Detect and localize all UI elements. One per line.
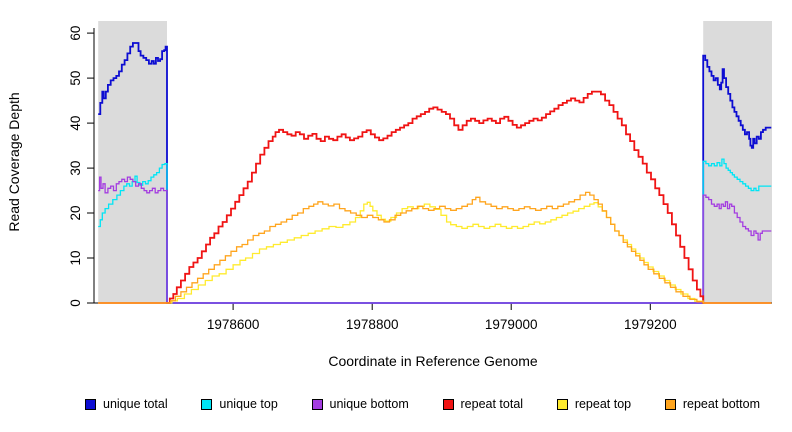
x-axis-title: Coordinate in Reference Genome (328, 353, 538, 369)
legend-swatch-repeat-bottom (664, 398, 676, 410)
x-tick-label: 1978800 (346, 317, 399, 332)
legend: unique total unique top unique bottom repea… (85, 397, 760, 411)
legend-label-unique-total: unique total (103, 397, 168, 411)
legend-label-repeat-total: repeat total (460, 397, 524, 411)
y-tick-group: 0 10 20 30 40 50 60 (68, 26, 94, 307)
legend-item-repeat-total: repeat total (442, 397, 524, 411)
legend-swatch-unique-top (201, 398, 213, 410)
legend-label-repeat-bottom: repeat bottom (682, 397, 760, 411)
y-tick-label: 30 (68, 161, 83, 176)
legend-label-unique-bottom: unique bottom (329, 397, 409, 411)
x-tick-group: 1978600 1978800 1979000 1979200 (207, 303, 677, 332)
legend-label-repeat-top: repeat top (574, 397, 632, 411)
y-tick-label: 60 (68, 26, 83, 41)
series-line-repeat-total (98, 90, 772, 304)
y-tick-label: 20 (68, 205, 83, 220)
shaded-region-left (98, 21, 167, 303)
legend-item-repeat-top: repeat top (556, 397, 632, 411)
y-tick-label: 10 (68, 250, 83, 265)
x-tick-label: 1979200 (624, 317, 677, 332)
x-tick-label: 1978600 (207, 317, 260, 332)
legend-swatch-repeat-total (442, 398, 454, 410)
series-line-unique-bottom (98, 176, 772, 304)
legend-swatch-unique-bottom (311, 398, 323, 410)
y-tick-label: 50 (68, 71, 83, 86)
legend-item-unique-total: unique total (85, 397, 168, 411)
y-tick-label: 40 (68, 116, 83, 131)
shaded-regions (98, 21, 772, 303)
series-line-repeat-bottom (98, 191, 772, 304)
y-axis-title: Read Coverage Depth (6, 92, 22, 231)
shaded-region-right (703, 21, 772, 303)
legend-swatch-repeat-top (556, 398, 568, 410)
legend-item-unique-top: unique top (201, 397, 278, 411)
chart-svg: 0 10 20 30 40 50 60 1978600 1978800 1979000 19792… (6, 21, 772, 369)
legend-swatch-unique-total (85, 398, 96, 410)
series-line-unique-total (98, 42, 772, 304)
legend-item-repeat-bottom: repeat bottom (664, 397, 760, 411)
series-lines (98, 42, 772, 304)
legend-label-unique-top: unique top (219, 397, 278, 411)
legend-item-unique-bottom: unique bottom (311, 397, 409, 411)
x-tick-label: 1979000 (485, 317, 538, 332)
y-tick-label: 0 (68, 299, 83, 307)
